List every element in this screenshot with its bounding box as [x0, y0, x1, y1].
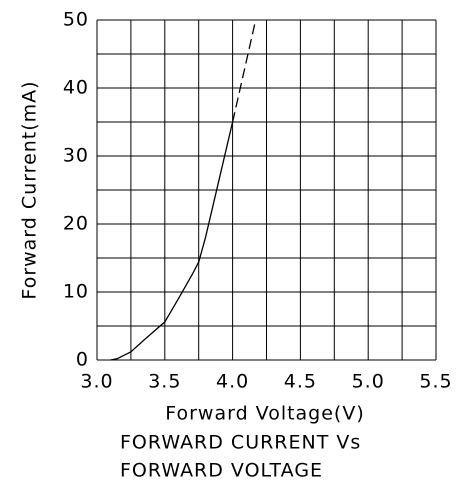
- chart-title: FORWARD CURRENT Vs: [120, 432, 361, 454]
- x-tick-label: 4.0: [216, 371, 249, 393]
- series-line: [231, 19, 257, 123]
- y-tick-label: 50: [63, 9, 89, 31]
- y-tick-label: 20: [63, 213, 89, 235]
- chart-title: FORWARD VOLTAGE: [120, 460, 323, 482]
- x-axis-label: Forward Voltage(V): [165, 403, 365, 425]
- series-line: [110, 121, 234, 361]
- x-tick-label: 5.5: [419, 371, 452, 393]
- y-tick-label: 10: [63, 281, 89, 303]
- y-tick-label: 0: [76, 349, 89, 371]
- y-tick-label: 40: [63, 77, 89, 99]
- y-tick-label: 30: [63, 145, 89, 167]
- x-tick-label: 3.5: [148, 371, 181, 393]
- y-axis-label: Forward Current(mA): [19, 80, 41, 299]
- x-tick-label: 3.0: [80, 371, 113, 393]
- x-tick-label: 4.5: [284, 371, 317, 393]
- x-tick-label: 5.0: [352, 371, 385, 393]
